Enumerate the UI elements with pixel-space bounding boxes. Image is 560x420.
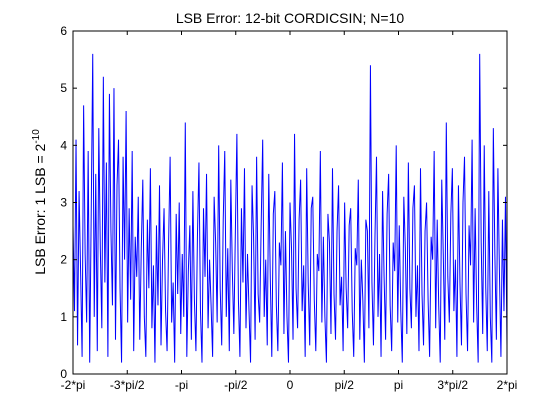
x-tick-label: 3*pi/2 [437,378,468,392]
y-tick-label: 3 [60,196,67,210]
x-tick-label: -2*pi [61,378,86,392]
y-axis-label: LSB Error: 1 LSB = 2-10 [31,129,48,275]
x-tick-label: -pi/2 [224,378,248,392]
x-tick-label: pi [394,378,403,392]
y-tick-label: 0 [60,367,67,381]
x-tick-label: -3*pi/2 [110,378,145,392]
x-tick-label: pi/2 [335,378,355,392]
x-tick-label: 2*pi [497,378,518,392]
x-tick-label: -pi [175,378,188,392]
y-tick-label: 5 [60,81,67,95]
y-tick-label: 2 [60,253,67,267]
x-tick-label: 0 [287,378,294,392]
y-axis-label-base: LSB Error: 1 LSB = 2 [32,143,48,274]
data-layer [72,53,508,363]
chart-title: LSB Error: 12-bit CORDICSIN; N=10 [176,10,405,26]
y-tick-label: 6 [60,24,67,38]
y-tick-label: 1 [60,310,67,324]
y-tick-label: 4 [60,138,67,152]
series-line-0 [72,53,508,363]
tick-layer: -2*pi -3*pi/2 -pi -pi/2 0 pi/2 pi 3*pi/2 2*pi 0 1 2… [60,24,517,392]
y-axis-label-exponent: -10 [31,129,42,144]
